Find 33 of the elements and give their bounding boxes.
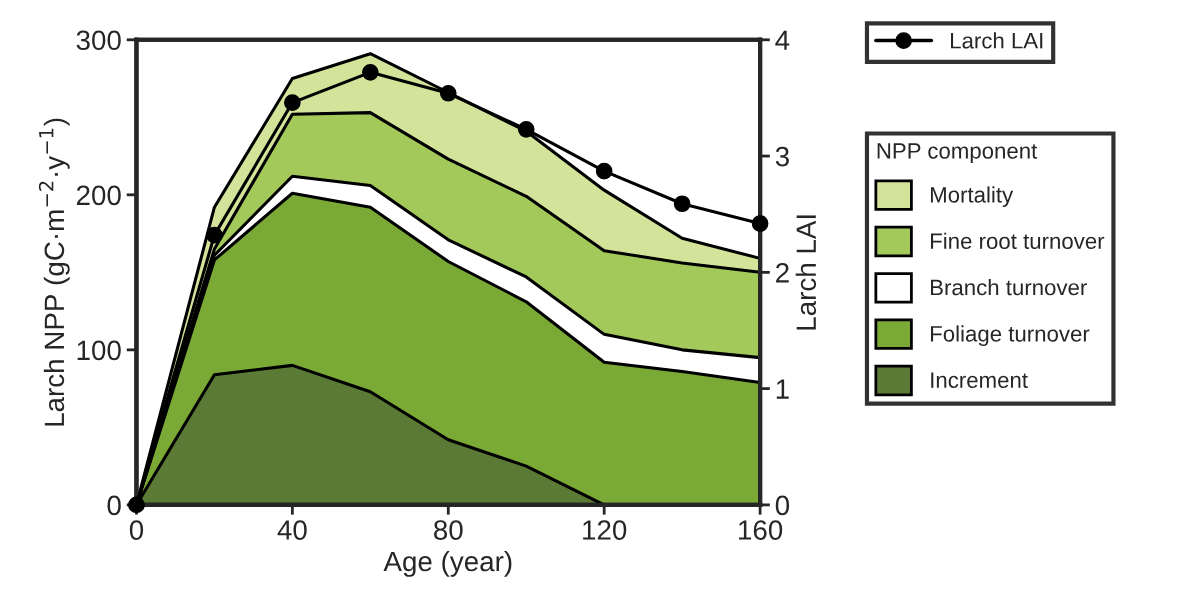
point — [206, 226, 223, 244]
legend-label: Foliage turnover — [931, 325, 1090, 347]
y2-tick-label: 0 — [775, 495, 790, 516]
legend-label: Branch turnover — [931, 279, 1087, 296]
point — [439, 84, 457, 102]
legend-label: Mortality — [931, 186, 1014, 208]
legend-label: Increment — [931, 372, 1028, 388]
point — [595, 162, 613, 180]
legend-label: Fine root turnover — [931, 232, 1105, 249]
y-tick-label: 200 — [76, 185, 121, 206]
point — [284, 94, 301, 111]
y2-tick-label: 1 — [776, 379, 789, 399]
y-tick-label: 0 — [107, 495, 121, 516]
point — [128, 496, 145, 514]
point — [361, 64, 379, 81]
x-tick-label: 120 — [583, 520, 627, 540]
y-axis-title: Larch NPP (gC·m$^{−2}$·y$^{−1}$) — [38, 118, 70, 426]
y2-tick-label: 2 — [776, 263, 789, 283]
y2-tick-label: 4 — [775, 30, 790, 50]
y2-axis-title: Larch LAI — [795, 215, 817, 330]
x-tick-label: 40 — [277, 520, 307, 540]
x-tick-label: 0 — [129, 520, 144, 540]
legend-title: NPP component — [877, 143, 1038, 164]
point — [517, 120, 535, 138]
x-axis-title: Age (year) — [383, 550, 512, 577]
x-tick-label: 160 — [739, 520, 783, 540]
point — [751, 215, 769, 232]
legend-label: Larch LAI — [951, 32, 1043, 49]
y2-tick-label: 3 — [775, 146, 789, 167]
y-tick-label: 100 — [77, 340, 121, 361]
point — [673, 195, 691, 213]
y-tick-label: 300 — [76, 30, 121, 51]
x-tick-label: 80 — [434, 520, 463, 540]
